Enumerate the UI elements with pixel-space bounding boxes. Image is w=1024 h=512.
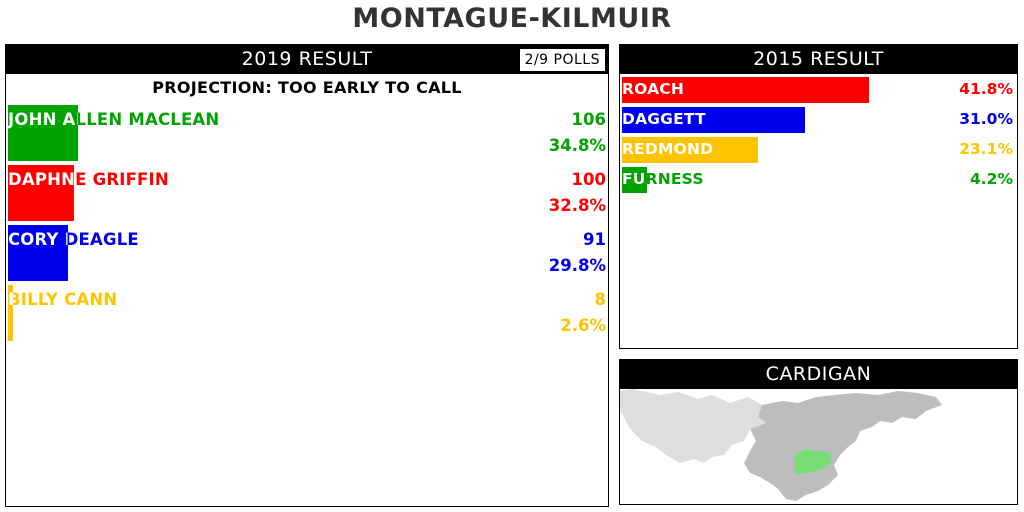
- previous-party-row: DAGGETT 31.0%: [622, 107, 1015, 133]
- candidate-bar: [8, 165, 74, 221]
- map-land-west: [620, 389, 766, 463]
- projection-text: PROJECTION: TOO EARLY TO CALL: [152, 78, 462, 97]
- previous-party-percent: 41.8%: [959, 80, 1013, 98]
- previous-party-bar: [622, 107, 805, 133]
- candidate-percent: 34.8%: [548, 136, 606, 155]
- current-result-panel: 2019 RESULT 2/9 POLLS PROJECTION: TOO EA…: [5, 44, 609, 507]
- previous-party-percent: 31.0%: [959, 110, 1013, 128]
- candidate-votes: 91: [583, 230, 606, 249]
- candidate-bar: [8, 225, 68, 281]
- previous-party-row: ROACH 41.8%: [622, 77, 1015, 103]
- current-result-header: 2019 RESULT: [6, 45, 608, 74]
- previous-party-row: REDMOND 23.1%: [622, 137, 1015, 163]
- candidate-name: DAPHNE GRIFFIN: [8, 170, 169, 189]
- candidate-name: CORY DEAGLE: [8, 230, 139, 249]
- district-map: [620, 389, 1017, 504]
- candidate-bar: [8, 105, 78, 161]
- candidate-percent: 2.6%: [560, 316, 606, 335]
- candidate-name: JOHN ALLEN MACLEAN: [8, 110, 220, 129]
- candidate-row: JOHN ALLEN MACLEAN 106 34.8%: [8, 105, 606, 161]
- polls-reporting-badge: 2/9 POLLS: [518, 48, 606, 72]
- page-title: MONTAGUE-KILMUIR: [352, 3, 672, 34]
- candidate-percent: 29.8%: [548, 256, 606, 275]
- candidate-row: DAPHNE GRIFFIN 100 32.8%: [8, 165, 606, 221]
- map-island: [838, 439, 850, 449]
- previous-party-bar: [622, 167, 647, 193]
- candidate-name: BILLY CANN: [8, 290, 118, 309]
- previous-party-bar: [622, 137, 759, 163]
- previous-result-panel: 2015 RESULT ROACH 41.8% DAGGETT 31.0% RE…: [619, 44, 1018, 349]
- candidate-votes: 106: [571, 110, 606, 129]
- previous-party-name: DAGGETT: [622, 110, 706, 128]
- district-map-svg: [620, 389, 942, 501]
- previous-party-percent: 4.2%: [970, 170, 1013, 188]
- map-riding-highlight: [794, 449, 832, 475]
- previous-result-header: 2015 RESULT: [620, 45, 1017, 74]
- candidate-percent: 32.8%: [548, 196, 606, 215]
- previous-party-name: ROACH: [622, 80, 685, 98]
- previous-party-name: FURNESS: [622, 170, 704, 188]
- candidate-row: CORY DEAGLE 91 29.8%: [8, 225, 606, 281]
- candidate-votes: 100: [571, 170, 606, 189]
- previous-party-percent: 23.1%: [959, 140, 1013, 158]
- previous-party-row: FURNESS 4.2%: [622, 167, 1015, 193]
- previous-party-bar: [622, 77, 869, 103]
- district-map-panel: CARDIGAN: [619, 359, 1018, 505]
- district-map-header: CARDIGAN: [620, 360, 1017, 389]
- candidate-votes: 8: [594, 290, 606, 309]
- candidate-row: BILLY CANN 8 2.6%: [8, 285, 606, 341]
- previous-party-name: REDMOND: [622, 140, 714, 158]
- candidate-bar: [8, 285, 14, 341]
